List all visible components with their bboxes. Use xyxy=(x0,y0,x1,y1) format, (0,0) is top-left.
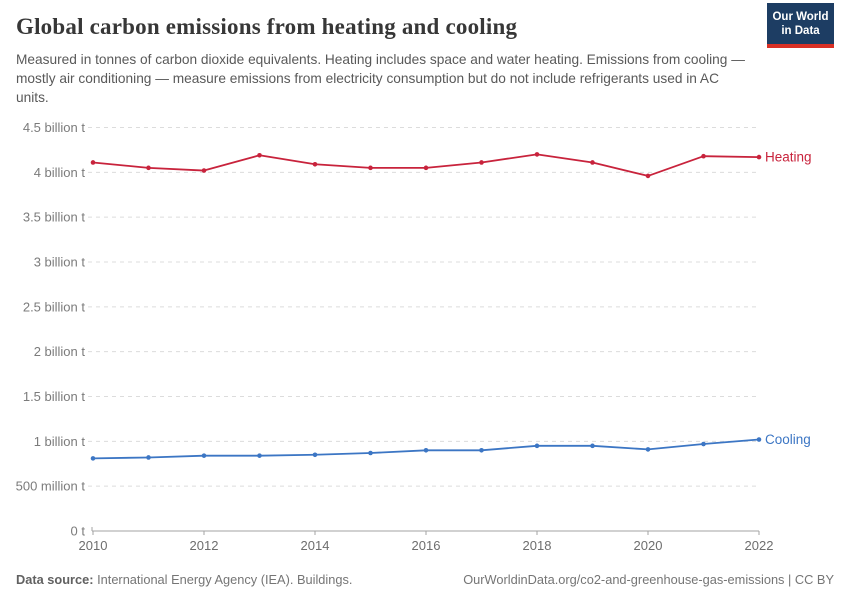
cooling-data-point[interactable] xyxy=(590,443,595,449)
data-source-text: International Energy Agency (IEA). Build… xyxy=(93,572,353,587)
chart-header: Global carbon emissions from heating and… xyxy=(16,14,834,107)
y-axis-tick-label: 0 t xyxy=(71,524,86,539)
heating-data-point[interactable] xyxy=(479,160,484,165)
heating-data-point[interactable] xyxy=(756,154,762,160)
heating-data-point[interactable] xyxy=(146,165,151,171)
y-axis-tick-label: 2.5 billion t xyxy=(23,299,86,314)
heating-data-point[interactable] xyxy=(590,160,595,165)
y-axis-tick-label: 2 billion t xyxy=(34,344,86,359)
cooling-data-point[interactable] xyxy=(257,453,262,458)
y-axis-tick-label: 4.5 billion t xyxy=(23,120,86,135)
owid-logo-red-bar xyxy=(767,44,834,48)
y-axis-tick-label: 3 billion t xyxy=(34,255,86,270)
x-axis-tick-label: 2012 xyxy=(190,538,219,553)
cooling-data-point[interactable] xyxy=(312,452,318,458)
x-axis-tick-label: 2018 xyxy=(523,538,552,553)
heating-data-point[interactable] xyxy=(312,161,318,167)
cooling-data-point[interactable] xyxy=(645,447,651,452)
series-label-cooling: Cooling xyxy=(765,432,811,447)
heating-data-point[interactable] xyxy=(90,160,96,165)
heating-data-point[interactable] xyxy=(423,165,429,171)
chart-subtitle: Measured in tonnes of carbon dioxide equ… xyxy=(16,52,745,105)
cooling-data-point[interactable] xyxy=(201,453,207,458)
cooling-data-point[interactable] xyxy=(90,456,96,461)
x-axis-tick-label: 2014 xyxy=(301,538,330,553)
heating-data-point[interactable] xyxy=(534,152,540,157)
heating-data-point[interactable] xyxy=(701,153,706,159)
cooling-data-point[interactable] xyxy=(756,437,762,442)
x-axis-tick-label: 2016 xyxy=(412,538,441,553)
cooling-data-point[interactable] xyxy=(423,448,429,453)
cooling-data-point[interactable] xyxy=(479,448,484,453)
heating-data-point[interactable] xyxy=(368,165,373,171)
y-axis-tick-label: 1 billion t xyxy=(34,434,86,449)
y-axis-tick-label: 500 million t xyxy=(16,479,86,494)
owid-logo[interactable]: Our World in Data xyxy=(767,3,834,48)
y-axis-tick-label: 1.5 billion t xyxy=(23,389,86,404)
x-axis-tick-label: 2022 xyxy=(745,538,774,553)
data-source: Data source: International Energy Agency… xyxy=(16,572,352,587)
y-axis-tick-label: 4 billion t xyxy=(34,165,86,180)
chart-footer: Data source: International Energy Agency… xyxy=(16,572,834,587)
owid-logo-line1: Our World xyxy=(772,11,829,23)
heating-data-point[interactable] xyxy=(201,168,207,173)
credit-link[interactable]: OurWorldinData.org/co2-and-greenhouse-ga… xyxy=(463,572,834,587)
owid-logo-box: Our World in Data xyxy=(767,3,834,44)
x-axis-tick-label: 2020 xyxy=(634,538,663,553)
heating-data-point[interactable] xyxy=(645,173,651,179)
heating-data-point[interactable] xyxy=(257,152,262,158)
series-label-heating: Heating xyxy=(765,150,812,165)
chart-title: Global carbon emissions from heating and… xyxy=(16,14,518,39)
data-source-label: Data source: xyxy=(16,572,94,587)
cooling-data-point[interactable] xyxy=(534,443,540,449)
cooling-data-point[interactable] xyxy=(701,441,706,447)
y-axis-tick-label: 3.5 billion t xyxy=(23,210,86,225)
x-axis-tick-label: 2010 xyxy=(79,538,108,553)
cooling-data-point[interactable] xyxy=(368,450,373,456)
cooling-data-point[interactable] xyxy=(146,455,151,460)
owid-logo-line2: in Data xyxy=(781,25,820,37)
